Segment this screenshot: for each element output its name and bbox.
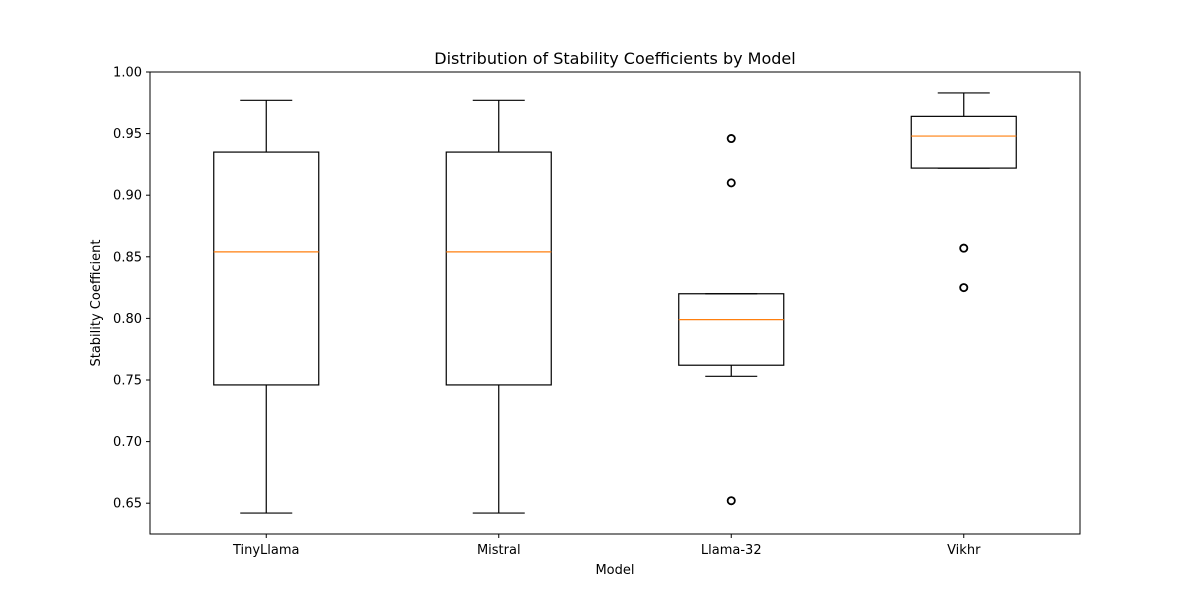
- x-axis-label: Model: [595, 563, 634, 578]
- box-iqr: [213, 151, 320, 386]
- outlier-point: [726, 178, 736, 188]
- plot-area: 0.65 0.70 0.75 0.80 0.85 0.90 0.95 1.00 TinyLlam…: [113, 66, 1017, 558]
- outlier-point: [959, 283, 969, 293]
- y-tick-label: 0.85: [113, 250, 142, 265]
- outlier-point: [726, 134, 736, 144]
- axes-frame: [149, 71, 1081, 535]
- x-tick-label: Vikhr: [947, 543, 981, 558]
- y-tick-label: 0.70: [113, 435, 142, 450]
- outlier-point: [959, 243, 969, 253]
- y-tick-label: 0.75: [113, 374, 142, 389]
- y-tick-label: 0.80: [113, 312, 142, 327]
- chart-title: Distribution of Stability Coefficients b…: [434, 49, 795, 68]
- outlier-point: [726, 496, 736, 506]
- x-tick-label: Llama-32: [701, 543, 762, 558]
- y-tick-label: 0.95: [113, 127, 142, 142]
- x-tick-label: Mistral: [477, 543, 521, 558]
- y-tick-label: 1.00: [113, 66, 142, 81]
- box-iqr: [678, 293, 785, 366]
- box-iqr: [445, 151, 552, 386]
- y-tick-label: 0.90: [113, 189, 142, 204]
- x-tick-label: TinyLlama: [232, 543, 300, 558]
- y-axis-label: Stability Coefficient: [89, 239, 104, 366]
- box-iqr: [910, 115, 1017, 169]
- y-tick-label: 0.65: [113, 497, 142, 512]
